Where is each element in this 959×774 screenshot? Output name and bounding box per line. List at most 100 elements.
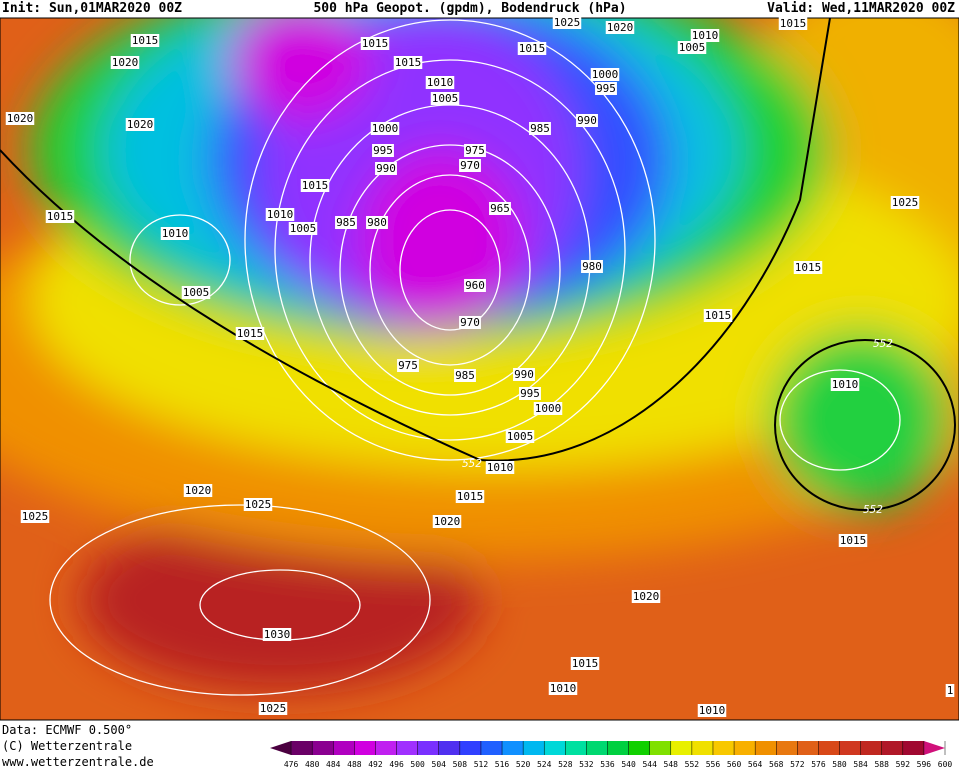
colorbar-swatch (523, 741, 545, 755)
label-box (778, 17, 808, 30)
label-box (370, 122, 400, 135)
colorbar-swatch (544, 741, 566, 755)
colorbar-swatch (902, 741, 925, 755)
isobar-label: 1010 (550, 682, 577, 695)
label-box (838, 534, 868, 547)
isobar-label: 985 (336, 216, 356, 229)
isobar-label: 1000 (592, 68, 619, 81)
isobar-label: 995 (520, 387, 540, 400)
isobar-label: 1020 (633, 590, 660, 603)
label-box (235, 327, 265, 340)
isobar-label: 980 (582, 260, 602, 273)
colorbar-label: 520 (516, 760, 531, 769)
label-box (529, 122, 551, 135)
isobar-label: 1015 (132, 34, 159, 47)
colorbar-label: 476 (284, 760, 299, 769)
isobar-label: 970 (460, 159, 480, 172)
colorbar-swatch (502, 741, 524, 755)
isobar-label: 1005 (507, 430, 534, 443)
label-box (519, 387, 541, 400)
colorbar-label: 508 (453, 760, 468, 769)
colorbar-label: 556 (706, 760, 721, 769)
isobar-label: 1005 (183, 286, 210, 299)
colorbar-label: 560 (727, 760, 742, 769)
colorbar-label: 584 (853, 760, 868, 769)
colorbar-swatch (438, 741, 461, 755)
label-box (576, 114, 598, 127)
colorbar-label: 572 (790, 760, 805, 769)
label-box (505, 430, 535, 443)
isobar-label: 1005 (679, 41, 706, 54)
colorbar-swatch (670, 741, 693, 755)
isobar-label: 965 (490, 202, 510, 215)
label-box (703, 309, 733, 322)
isobar-label: 1025 (22, 510, 49, 523)
colorbar-label: 480 (305, 760, 320, 769)
colorbar-label: 496 (389, 760, 404, 769)
website: www.wetterzentrale.de (2, 755, 154, 769)
label-box (360, 37, 390, 50)
colorbar-swatch (291, 741, 313, 755)
label-box (181, 286, 211, 299)
colorbar-label: 600 (938, 760, 953, 769)
label-box (830, 378, 860, 391)
isobar-label: 1010 (487, 461, 514, 474)
label-box (375, 162, 397, 175)
colorbar-label: 596 (917, 760, 932, 769)
colorbar-label: 524 (537, 760, 552, 769)
colorbar-swatch (818, 741, 841, 755)
label-box (459, 159, 481, 172)
label-box (183, 484, 213, 497)
isobar-label: 995 (596, 82, 616, 95)
colorbar-label: 528 (558, 760, 573, 769)
label-box (581, 260, 603, 273)
colorbar-label: 504 (432, 760, 447, 769)
isobar-label: 1015 (362, 37, 389, 50)
label-box (517, 42, 547, 55)
label-box (430, 92, 460, 105)
label-box (459, 316, 481, 329)
colorbar-label: 488 (347, 760, 362, 769)
colorbar-label: 576 (811, 760, 826, 769)
label-box (125, 118, 155, 131)
label-box (945, 684, 955, 697)
label-box (432, 515, 462, 528)
isobar-label: 1025 (554, 16, 581, 29)
label-box (690, 29, 720, 42)
label-box (372, 144, 394, 157)
label-box (397, 359, 419, 372)
label-box (243, 498, 273, 511)
isobar-label: 985 (455, 369, 475, 382)
colorbar-label: 516 (495, 760, 510, 769)
isobar-label: 1005 (290, 222, 317, 235)
isobar-label: 1015 (840, 534, 867, 547)
isobar-label: 1030 (264, 628, 291, 641)
isobar-label: 1010 (267, 208, 294, 221)
colorbar-label: 592 (896, 760, 911, 769)
label-box (464, 279, 486, 292)
colorbar-label: 536 (600, 760, 615, 769)
colorbar-label: 512 (474, 760, 489, 769)
isobar-label: 1015 (457, 490, 484, 503)
label-box (464, 144, 486, 157)
colorbar-label: 492 (368, 760, 383, 769)
label-box (697, 704, 727, 717)
colorbar-swatch (354, 741, 376, 755)
label-box (265, 208, 295, 221)
colorbar: 476 480 484 488 492 496 500 504 508 512 516 520 524 5… (270, 741, 952, 769)
label-box (454, 369, 476, 382)
colorbar-swatch (839, 741, 862, 755)
colorbar-swatch (375, 741, 398, 755)
label-box (533, 402, 563, 415)
colorbar-swatch (649, 741, 672, 755)
label-box (485, 461, 515, 474)
isobar-label: 985 (530, 122, 550, 135)
label-box (366, 216, 388, 229)
colorbar-label: 564 (748, 760, 763, 769)
label-box (130, 34, 160, 47)
isobar-label: 1025 (892, 196, 919, 209)
isobar-label: 1020 (607, 21, 634, 34)
label-box (262, 628, 292, 641)
label-box (425, 76, 455, 89)
